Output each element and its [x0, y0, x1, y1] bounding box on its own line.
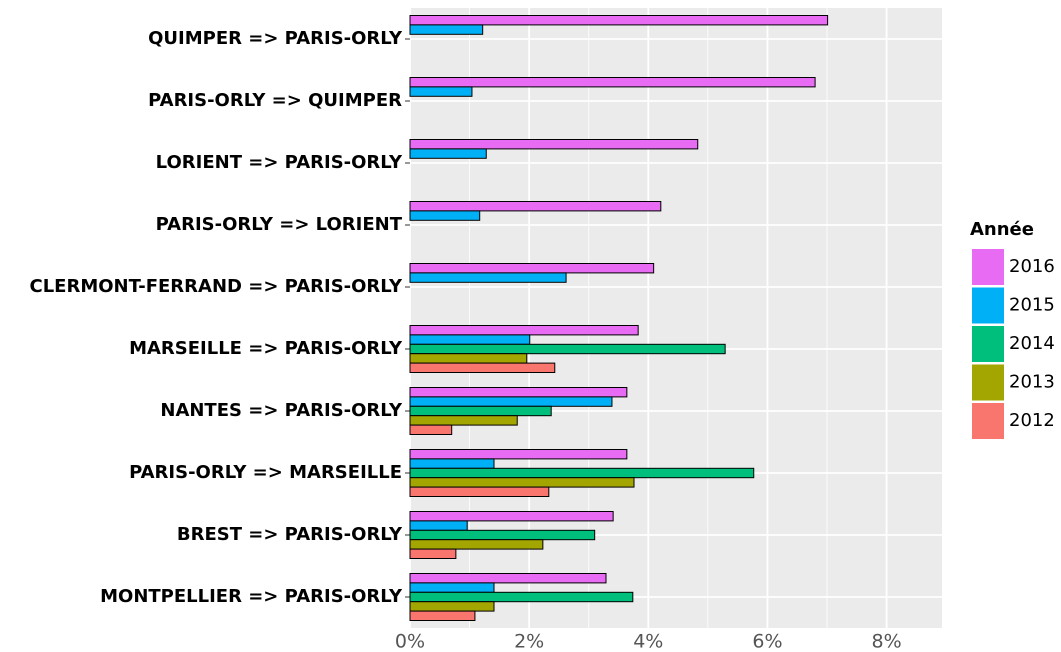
bar	[409, 325, 639, 336]
bar	[409, 353, 528, 364]
bar	[409, 396, 613, 407]
bar	[409, 601, 495, 612]
bar	[409, 610, 476, 621]
bar	[409, 210, 481, 221]
x-tick-label: 4%	[633, 631, 663, 652]
bar	[409, 405, 552, 417]
y-tick-label: PARIS-ORLY => QUIMPER	[148, 90, 402, 111]
bar	[409, 539, 544, 550]
y-tick-label: QUIMPER => PARIS-ORLY	[148, 28, 403, 49]
bar	[409, 467, 755, 479]
legend-key	[972, 364, 1004, 401]
y-tick-label: LORIENT => PARIS-ORLY	[156, 152, 403, 173]
bar	[409, 77, 816, 88]
bar	[409, 24, 484, 35]
x-tick-label: 8%	[872, 631, 902, 652]
bar	[409, 573, 607, 584]
y-tick-label: NANTES => PARIS-ORLY	[160, 400, 403, 421]
y-tick-label: MARSEILLE => PARIS-ORLY	[129, 338, 403, 359]
legend-key	[972, 403, 1004, 439]
bar	[409, 362, 556, 374]
y-tick-label: CLERMONT-FERRAND => PARIS-ORLY	[30, 276, 403, 297]
bar	[409, 343, 726, 355]
x-tick-label: 2%	[514, 631, 544, 652]
legend-key	[972, 249, 1004, 285]
bar	[409, 424, 453, 436]
legend-label: 2014	[1009, 333, 1055, 354]
legend-label: 2015	[1009, 295, 1055, 316]
x-tick-label: 0%	[395, 631, 425, 652]
bar	[409, 86, 473, 97]
bar	[409, 548, 457, 559]
bar	[409, 139, 699, 150]
legend-label: 2012	[1009, 410, 1055, 431]
x-tick-label: 6%	[752, 631, 782, 652]
bar	[409, 529, 596, 541]
legend-key	[972, 287, 1004, 324]
bar	[409, 520, 468, 531]
bar	[409, 582, 495, 593]
bar	[409, 15, 829, 26]
y-tick-label: PARIS-ORLY => LORIENT	[156, 214, 403, 235]
panel	[410, 8, 942, 628]
bar	[409, 458, 495, 469]
legend-title: Année	[970, 219, 1034, 240]
bar	[409, 201, 662, 212]
bar	[409, 263, 655, 274]
bar	[409, 387, 628, 398]
bar	[409, 591, 634, 603]
bar	[409, 477, 635, 488]
legend-label: 2016	[1009, 256, 1055, 277]
legend-label: 2013	[1009, 372, 1055, 393]
y-tick-label: BREST => PARIS-ORLY	[177, 524, 403, 545]
y-tick-label: MONTPELLIER => PARIS-ORLY	[100, 586, 403, 607]
y-tick-label: PARIS-ORLY => MARSEILLE	[129, 462, 402, 483]
bar	[409, 334, 531, 345]
bar	[409, 148, 487, 159]
bar	[409, 415, 518, 426]
bar	[409, 272, 567, 283]
bar	[409, 511, 614, 522]
bar	[409, 449, 628, 460]
legend-key	[972, 326, 1004, 362]
bar	[409, 486, 550, 498]
